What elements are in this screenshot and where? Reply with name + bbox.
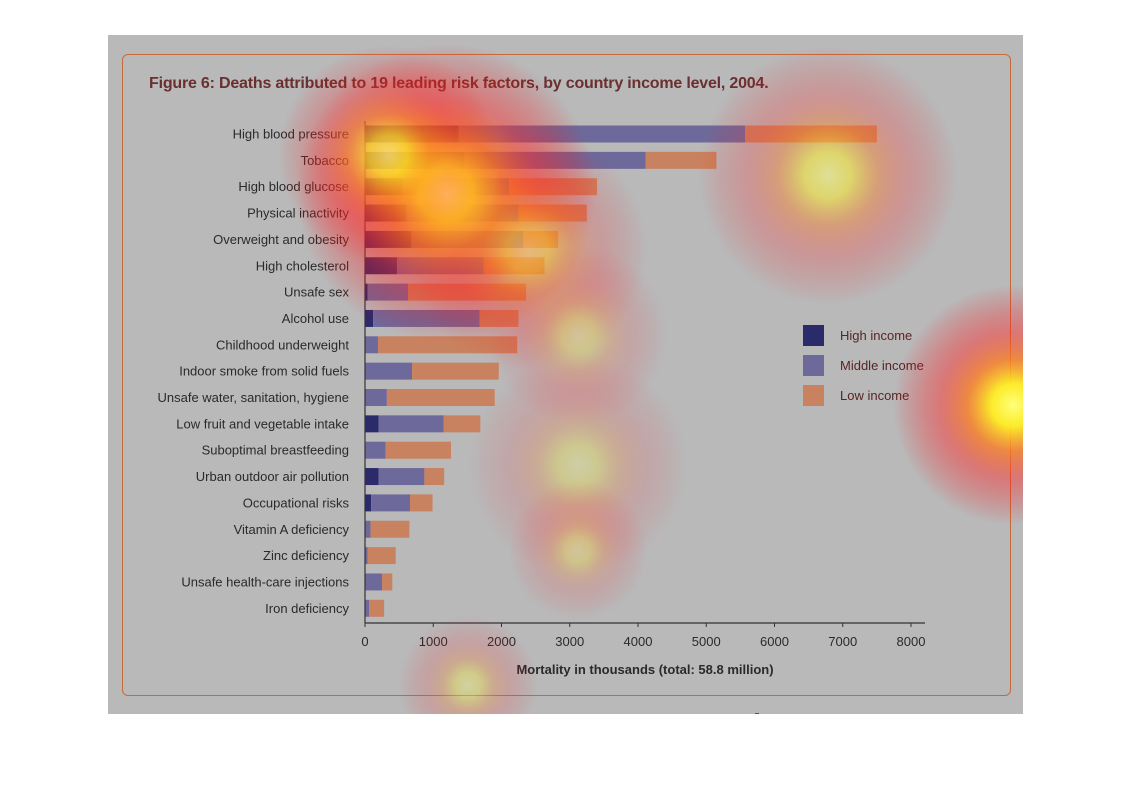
- bar-middle-income: [373, 309, 480, 327]
- category-label: Zinc deficiency: [263, 548, 349, 563]
- bar-low-income: [523, 230, 559, 248]
- bar-low-income: [518, 204, 587, 222]
- category-label: Childhood underweight: [216, 337, 349, 352]
- category-label: Indoor smoke from solid fuels: [179, 364, 349, 379]
- category-label: High blood pressure: [233, 127, 349, 142]
- bar-middle-income: [365, 441, 386, 459]
- category-label: Tobacco: [301, 153, 349, 168]
- bar-low-income: [645, 151, 717, 169]
- bar-high-income: [365, 494, 372, 512]
- bar-middle-income: [411, 230, 524, 248]
- bar-high-income: [365, 468, 379, 486]
- bar-low-income: [424, 468, 445, 486]
- category-label: Overweight and obesity: [213, 232, 349, 247]
- bar-low-income: [385, 441, 451, 459]
- bar-high-income: [365, 309, 374, 327]
- bar-low-income: [412, 362, 499, 380]
- x-tick-label: 5000: [692, 634, 721, 649]
- legend-label: High income: [840, 328, 912, 343]
- category-label: High blood glucose: [238, 179, 349, 194]
- category-label: Iron deficiency: [265, 601, 349, 616]
- bar-middle-income: [464, 151, 646, 169]
- bar-low-income: [407, 283, 527, 301]
- bar-middle-income: [458, 125, 746, 143]
- bar-middle-income: [403, 178, 510, 196]
- legend-label: Low income: [840, 388, 909, 403]
- bar-middle-income: [365, 599, 370, 617]
- bar-middle-income: [371, 494, 411, 512]
- bar-high-income: [365, 178, 404, 196]
- bar-high-income: [365, 415, 379, 433]
- bar-low-income: [382, 573, 393, 591]
- bar-middle-income: [365, 547, 368, 565]
- bar-high-income: [365, 257, 398, 275]
- legend-swatch: [803, 385, 824, 406]
- x-tick-label: 4000: [624, 634, 653, 649]
- x-tick-label: 6000: [760, 634, 789, 649]
- category-label: Suboptimal breastfeeding: [202, 443, 349, 458]
- bar-low-income: [745, 125, 877, 143]
- category-label: Unsafe health-care injections: [181, 574, 349, 589]
- bar-low-income: [443, 415, 481, 433]
- bar-high-income: [365, 230, 412, 248]
- legend-swatch: [803, 355, 824, 376]
- bar-low-income: [386, 389, 495, 406]
- category-label: High cholesterol: [256, 258, 349, 273]
- bar-middle-income: [397, 257, 484, 275]
- bar-low-income: [367, 547, 396, 565]
- x-tick-label: 3000: [555, 634, 584, 649]
- bar-low-income: [370, 520, 410, 538]
- bar-middle-income: [365, 520, 371, 538]
- bar-middle-income: [365, 362, 413, 380]
- bar-low-income: [377, 336, 518, 354]
- legend-label: Middle income: [840, 358, 924, 373]
- bottom-mark: [755, 713, 759, 714]
- bar-low-income: [509, 178, 598, 196]
- bar-low-income: [479, 309, 519, 327]
- legend-swatch: [803, 325, 824, 346]
- bar-high-income: [365, 151, 465, 169]
- bar-low-income: [369, 599, 385, 617]
- bar-chart: High blood pressure Tobacco High blood glu…: [157, 121, 926, 677]
- x-tick-label: 7000: [828, 634, 857, 649]
- x-tick-label: 1000: [419, 634, 448, 649]
- x-tick-label: 2000: [487, 634, 516, 649]
- bar-middle-income: [406, 204, 519, 222]
- category-label: Vitamin A deficiency: [234, 522, 350, 537]
- bar-middle-income: [365, 573, 383, 591]
- category-label: Urban outdoor air pollution: [196, 469, 349, 484]
- category-label: Alcohol use: [282, 311, 349, 326]
- bar-middle-income: [365, 389, 387, 406]
- category-label: Low fruit and vegetable intake: [176, 416, 349, 431]
- bar-high-income: [365, 204, 407, 222]
- x-tick-label: 8000: [897, 634, 926, 649]
- category-label: Occupational risks: [243, 495, 350, 510]
- x-axis-title: Mortality in thousands (total: 58.8 mill…: [516, 662, 773, 677]
- category-label: Unsafe water, sanitation, hygiene: [157, 390, 349, 405]
- category-label: Physical inactivity: [247, 206, 349, 221]
- x-tick-label: 0: [361, 634, 368, 649]
- bar-middle-income: [365, 336, 378, 354]
- bar-high-income: [365, 125, 459, 143]
- category-label: Unsafe sex: [284, 285, 350, 300]
- bar-low-income: [410, 494, 433, 512]
- bar-middle-income: [367, 283, 408, 301]
- bar-middle-income: [378, 415, 444, 433]
- figure-panel: Figure 6: Deaths attributed to 19 leadin…: [108, 35, 1023, 714]
- bar-low-income: [483, 257, 545, 275]
- bar-middle-income: [378, 468, 425, 486]
